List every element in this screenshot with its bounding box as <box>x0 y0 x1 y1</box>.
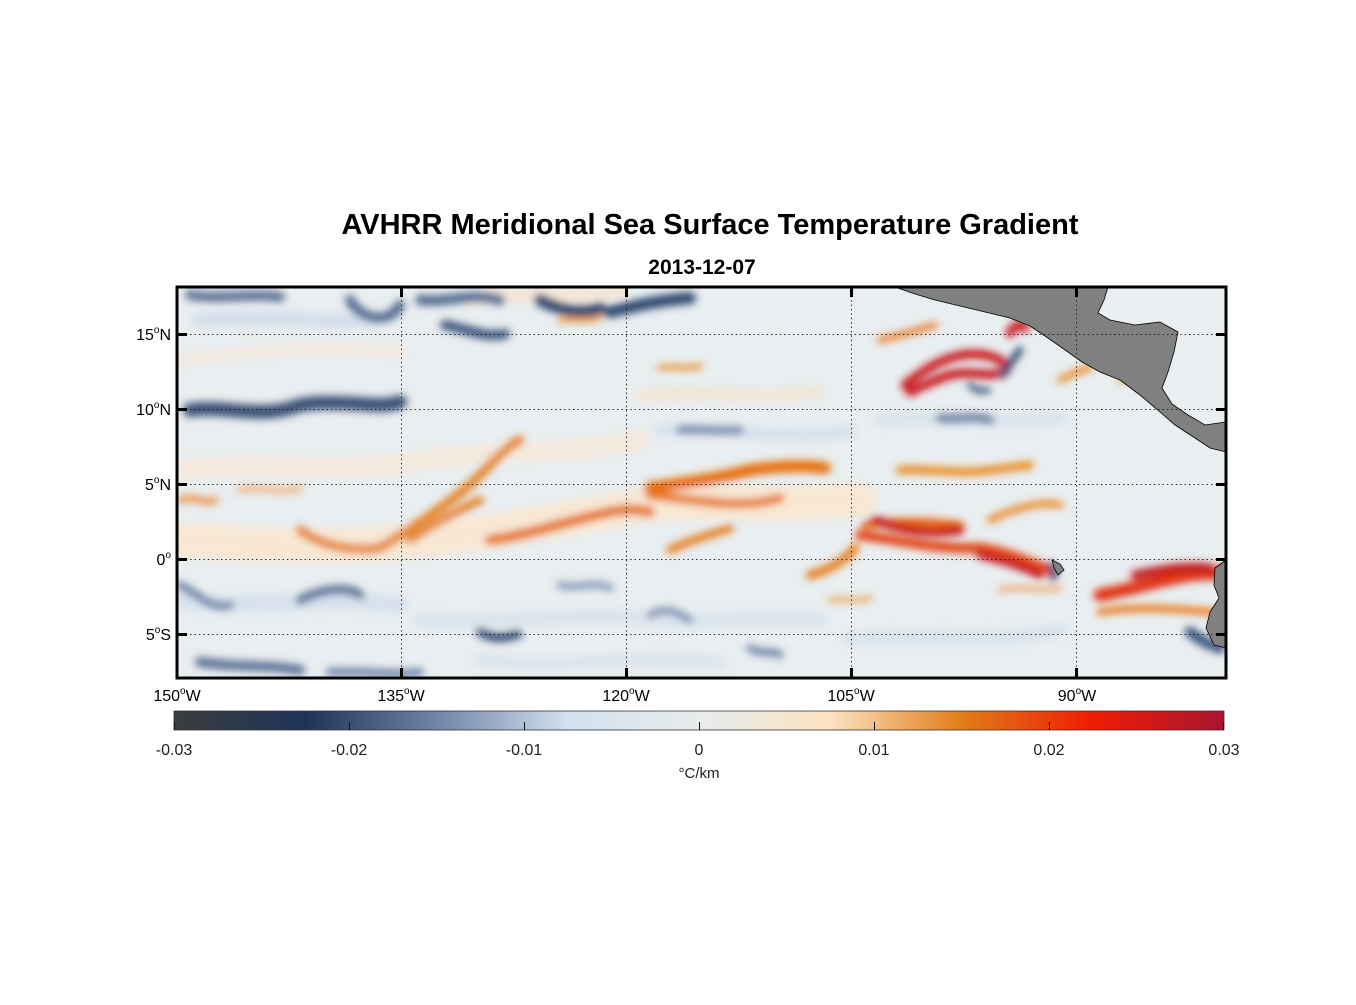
colorbar-unit: °C/km <box>679 765 720 782</box>
lon-label-1: 135oW <box>377 686 425 705</box>
colorbar-tick-label: -0.02 <box>331 742 368 759</box>
lon-label-0: 150oW <box>153 686 201 705</box>
colorbar-tick-label: 0.01 <box>858 742 889 759</box>
colorbar: -0.03 -0.02 -0.01 0 0.01 0.02 0.03 °C/km <box>156 710 1240 782</box>
lon-label-4: 90oW <box>1058 686 1097 705</box>
lat-label-1: 10oN <box>136 400 171 419</box>
sst-gradient-field <box>177 287 1226 678</box>
colorbar-tick-label: 0.02 <box>1033 742 1064 759</box>
colorbar-tick-label: 0.03 <box>1208 742 1239 759</box>
lat-label-2: 5oN <box>145 475 171 494</box>
map-date: 2013-12-07 <box>648 256 755 279</box>
graticule <box>177 287 1226 678</box>
lat-label-0: 15oN <box>136 325 171 344</box>
colorbar-tick-label: -0.03 <box>156 742 193 759</box>
map-frame <box>175 285 1228 680</box>
lon-label-2: 120oW <box>602 686 650 705</box>
map-ticks <box>177 287 1226 678</box>
lat-label-3: 0o <box>157 550 172 569</box>
lat-label-4: 5oS <box>146 625 171 644</box>
land-south-america <box>1205 559 1227 649</box>
colorbar-tick-label: 0 <box>695 742 704 759</box>
lon-label-3: 105oW <box>827 686 875 705</box>
land-central-america <box>894 286 1227 453</box>
longitude-labels: 150oW 135oW 120oW 105oW 90oW <box>153 686 1097 705</box>
land-galapagos <box>1051 559 1065 576</box>
latitude-labels: 15oN 10oN 5oN 0o 5oS <box>136 325 171 644</box>
colorbar-ticks <box>174 722 1224 730</box>
colorbar-tick-label: -0.01 <box>506 742 543 759</box>
map-area: 150oW 135oW 120oW 105oW 90oW 15oN 10oN 5… <box>136 285 1228 705</box>
colorbar-tick-labels: -0.03 -0.02 -0.01 0 0.01 0.02 0.03 <box>156 742 1240 759</box>
map-title: AVHRR Meridional Sea Surface Temperature… <box>341 209 1078 241</box>
